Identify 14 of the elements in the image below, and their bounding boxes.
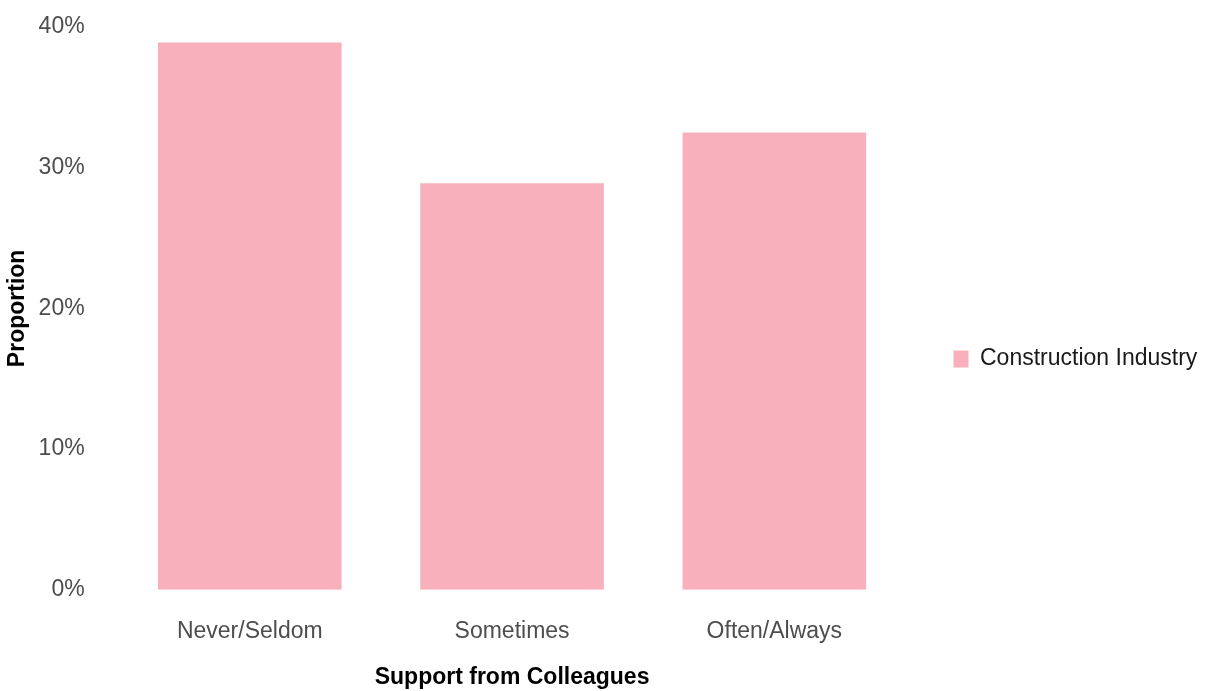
y-tick-label: 0%: [51, 575, 85, 602]
legend-label: Construction Industry: [980, 344, 1198, 371]
bar: [682, 132, 867, 590]
y-axis-title: Proportion: [3, 249, 30, 368]
y-tick-label: 10%: [38, 434, 85, 461]
x-tick-label: Never/Seldom: [176, 616, 323, 643]
bar: [420, 183, 604, 590]
x-axis-title: Support from Colleagues: [374, 662, 650, 689]
bar: [157, 42, 342, 590]
x-tick-label: Often/Always: [706, 616, 843, 643]
x-tick-label: Sometimes: [454, 616, 570, 643]
y-tick-label: 20%: [38, 293, 85, 320]
y-tick-label: 30%: [38, 153, 85, 180]
y-tick-label: 40%: [38, 12, 85, 39]
